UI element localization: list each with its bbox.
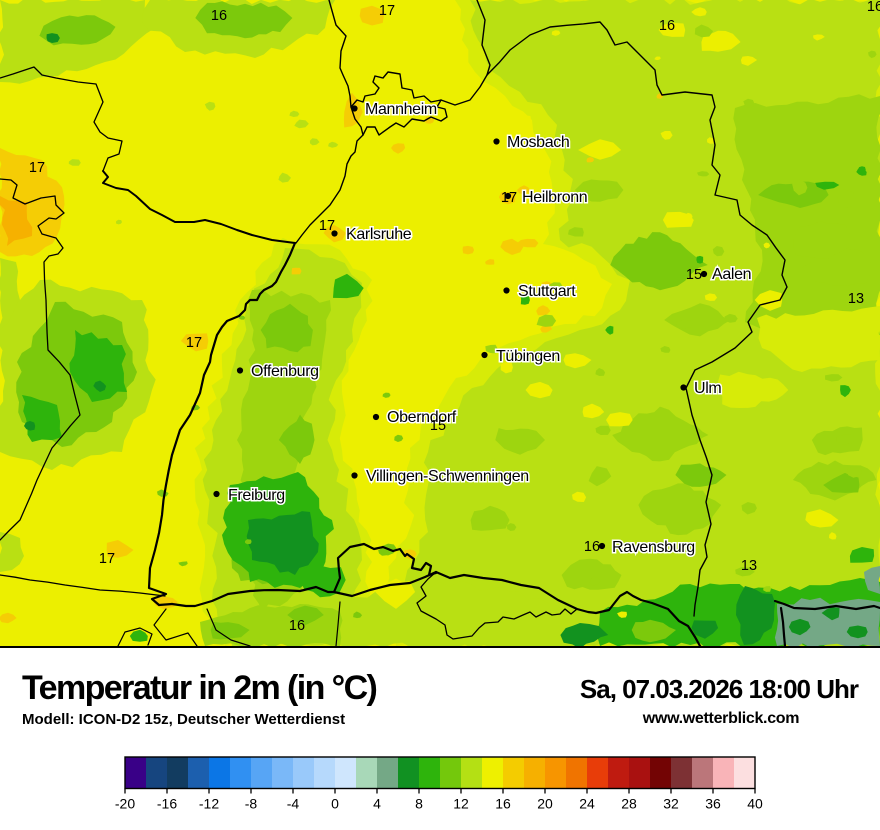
svg-text:20: 20 — [537, 796, 553, 812]
svg-text:17: 17 — [186, 335, 202, 351]
svg-text:17: 17 — [379, 3, 395, 19]
svg-text:17: 17 — [29, 160, 45, 176]
svg-text:-20: -20 — [115, 796, 135, 812]
svg-text:Karlsruhe: Karlsruhe — [346, 226, 412, 243]
svg-text:Heilbronn: Heilbronn — [522, 189, 587, 206]
svg-text:17: 17 — [99, 551, 115, 567]
svg-text:Freiburg: Freiburg — [228, 487, 285, 504]
svg-text:0: 0 — [331, 796, 339, 812]
svg-text:24: 24 — [579, 796, 595, 812]
svg-text:13: 13 — [741, 558, 757, 574]
svg-text:Offenburg: Offenburg — [251, 363, 319, 380]
svg-text:16: 16 — [584, 539, 600, 555]
svg-text:Ravensburg: Ravensburg — [612, 539, 695, 556]
svg-text:-16: -16 — [157, 796, 177, 812]
svg-text:Villingen-Schwenningen: Villingen-Schwenningen — [366, 468, 529, 485]
svg-text:Tübingen: Tübingen — [496, 348, 560, 365]
svg-text:12: 12 — [453, 796, 469, 812]
svg-text:Oberndorf: Oberndorf — [387, 409, 457, 426]
svg-text:8: 8 — [415, 796, 423, 812]
svg-text:28: 28 — [621, 796, 637, 812]
svg-text:13: 13 — [848, 291, 864, 307]
svg-text:Mosbach: Mosbach — [507, 134, 569, 151]
svg-text:Stuttgart: Stuttgart — [518, 283, 576, 300]
svg-text:4: 4 — [373, 796, 381, 812]
svg-text:17: 17 — [319, 218, 335, 234]
svg-text:16: 16 — [495, 796, 511, 812]
svg-text:Aalen: Aalen — [712, 266, 751, 283]
svg-text:-4: -4 — [287, 796, 300, 812]
svg-text:Mannheim: Mannheim — [365, 101, 437, 118]
svg-text:16: 16 — [867, 0, 880, 15]
svg-text:36: 36 — [705, 796, 721, 812]
svg-text:-8: -8 — [245, 796, 258, 812]
svg-text:16: 16 — [289, 618, 305, 634]
svg-text:-12: -12 — [199, 796, 219, 812]
svg-text:16: 16 — [211, 8, 227, 24]
svg-text:17: 17 — [501, 190, 517, 206]
svg-text:15: 15 — [686, 267, 702, 283]
svg-text:16: 16 — [659, 18, 675, 34]
svg-text:Ulm: Ulm — [694, 380, 721, 397]
svg-text:40: 40 — [747, 796, 763, 812]
svg-text:15: 15 — [430, 418, 446, 434]
svg-text:32: 32 — [663, 796, 679, 812]
